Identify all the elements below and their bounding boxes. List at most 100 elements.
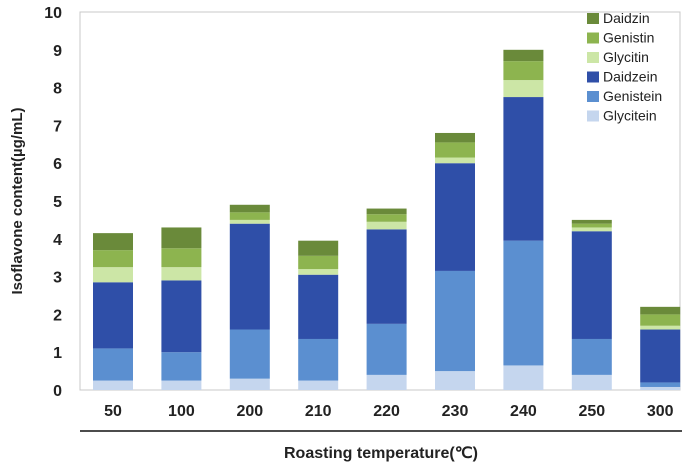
bar-segment-glycitein-50 [93, 380, 133, 390]
legend-item-genistin: Genistin [587, 30, 654, 46]
legend-label-daidzein: Daidzein [603, 69, 657, 85]
bar-segment-glycitin-230 [435, 157, 475, 164]
x-tick-label-220: 220 [373, 403, 400, 420]
x-tick-label-50: 50 [104, 403, 122, 420]
bar-stack-230 [435, 132, 475, 390]
bar-segment-daidzein-100 [161, 280, 202, 353]
bar-segment-glycitein-250 [571, 374, 612, 390]
bar-segment-daidzein-300 [640, 329, 681, 383]
y-tick-label-0: 0 [53, 383, 62, 400]
bar-segment-daidzein-210 [298, 274, 339, 339]
bar-segment-daidzin-50 [93, 233, 133, 251]
bar-segment-glycitin-50 [93, 267, 133, 283]
bar-segment-genistin-100 [161, 248, 202, 268]
bar-segment-daidzin-220 [366, 208, 407, 215]
bar-segment-glycitin-100 [161, 267, 202, 281]
x-tick-label-100: 100 [168, 403, 195, 420]
bar-stack-300 [640, 306, 681, 390]
bar-stack-100 [161, 227, 202, 390]
legend-label-glycitin: Glycitin [603, 49, 649, 65]
x-axis-title: Roasting temperature(℃) [284, 445, 478, 462]
bar-segment-genistein-100 [161, 352, 202, 381]
bar-segment-genistein-200 [229, 329, 270, 379]
y-tick-label-1: 1 [53, 345, 62, 362]
legend-item-daidzin: Daidzin [587, 10, 650, 26]
bar-segment-genistin-240 [503, 61, 544, 81]
x-tick-label-240: 240 [510, 403, 537, 420]
bar-segment-daidzein-50 [93, 282, 133, 349]
legend-item-glycitein: Glycitein [587, 108, 657, 124]
legend-item-genistein: Genistein [587, 88, 662, 104]
y-tick-label-9: 9 [53, 43, 62, 60]
bar-segment-genistein-220 [366, 323, 407, 375]
bar-segment-glycitein-300 [640, 386, 681, 390]
bar-stack-220 [366, 208, 407, 390]
legend-label-genistein: Genistein [603, 88, 662, 104]
bar-segment-genistein-250 [571, 338, 612, 375]
legend: Daidzin Genistin Glycitin Daidzein Genistein… [587, 10, 662, 124]
bar-segment-glycitein-210 [298, 380, 339, 390]
legend-swatch-genistin [587, 32, 599, 44]
x-tick-label-250: 250 [578, 403, 605, 420]
bar-stack-210 [298, 240, 339, 390]
x-tick-label-210: 210 [305, 403, 332, 420]
bar-segment-daidzein-220 [366, 229, 407, 324]
legend-swatch-daidzein [587, 71, 599, 83]
x-axis-tick-labels: 50 100 200 210 220 230 240 250 300 [104, 403, 674, 420]
bar-segment-genistin-300 [640, 314, 681, 326]
bar-segment-genistein-240 [503, 240, 544, 366]
bar-segment-daidzin-200 [229, 204, 270, 213]
y-tick-label-8: 8 [53, 81, 62, 98]
bar-segment-genistin-250 [571, 223, 612, 228]
legend-label-daidzin: Daidzin [603, 10, 650, 26]
bar-segment-daidzein-230 [435, 163, 475, 271]
bar-segment-daidzin-240 [503, 49, 544, 62]
bar-segment-glycitein-200 [229, 378, 270, 390]
bar-segment-genistein-300 [640, 382, 681, 387]
bar-segment-genistein-50 [93, 348, 133, 381]
y-tick-label-10: 10 [44, 5, 62, 22]
legend-swatch-glycitein [587, 110, 599, 122]
legend-label-glycitein: Glycitein [603, 108, 657, 124]
bar-segment-daidzein-240 [503, 97, 544, 241]
legend-swatch-genistein [587, 91, 599, 102]
bar-segment-genistin-210 [298, 255, 339, 270]
bar-stack-250 [571, 219, 612, 390]
bar-segment-genistin-200 [229, 212, 270, 220]
x-tick-label-230: 230 [442, 403, 469, 420]
x-tick-label-200: 200 [236, 403, 263, 420]
y-tick-label-7: 7 [53, 118, 62, 135]
bar-segment-glycitin-250 [571, 227, 612, 232]
y-tick-label-5: 5 [53, 194, 62, 211]
bar-segment-glycitein-240 [503, 365, 544, 390]
y-tick-label-6: 6 [53, 156, 62, 173]
bar-segment-daidzein-250 [571, 231, 612, 339]
bar-segment-glycitin-300 [640, 325, 681, 330]
bar-segment-glycitin-200 [229, 219, 270, 224]
bar-segment-genistin-50 [93, 250, 133, 268]
bar-segment-daidzin-100 [161, 227, 202, 249]
legend-swatch-glycitin [587, 52, 599, 63]
bar-segment-daidzein-200 [229, 223, 270, 330]
legend-label-genistin: Genistin [603, 30, 654, 46]
bar-segment-genistein-210 [298, 338, 339, 381]
y-tick-label-4: 4 [53, 232, 62, 249]
bar-segment-daidzin-300 [640, 306, 681, 315]
y-axis: 0 1 2 3 4 5 6 7 8 9 10 [44, 5, 62, 400]
bar-segment-genistein-230 [435, 270, 475, 372]
bar-segment-glycitein-100 [161, 380, 202, 390]
bar-segment-glycitin-220 [366, 221, 407, 230]
bars-group [93, 49, 681, 390]
bar-segment-glycitein-220 [366, 374, 407, 390]
bar-stack-200 [229, 204, 270, 390]
bar-segment-glycitein-230 [435, 371, 475, 390]
bar-segment-daidzin-230 [435, 132, 475, 143]
bar-segment-glycitin-240 [503, 80, 544, 98]
bar-stack-240 [503, 49, 544, 390]
bar-segment-genistin-230 [435, 142, 475, 158]
bar-segment-genistin-220 [366, 214, 407, 222]
x-tick-label-300: 300 [647, 403, 674, 420]
bar-segment-glycitin-210 [298, 269, 339, 275]
